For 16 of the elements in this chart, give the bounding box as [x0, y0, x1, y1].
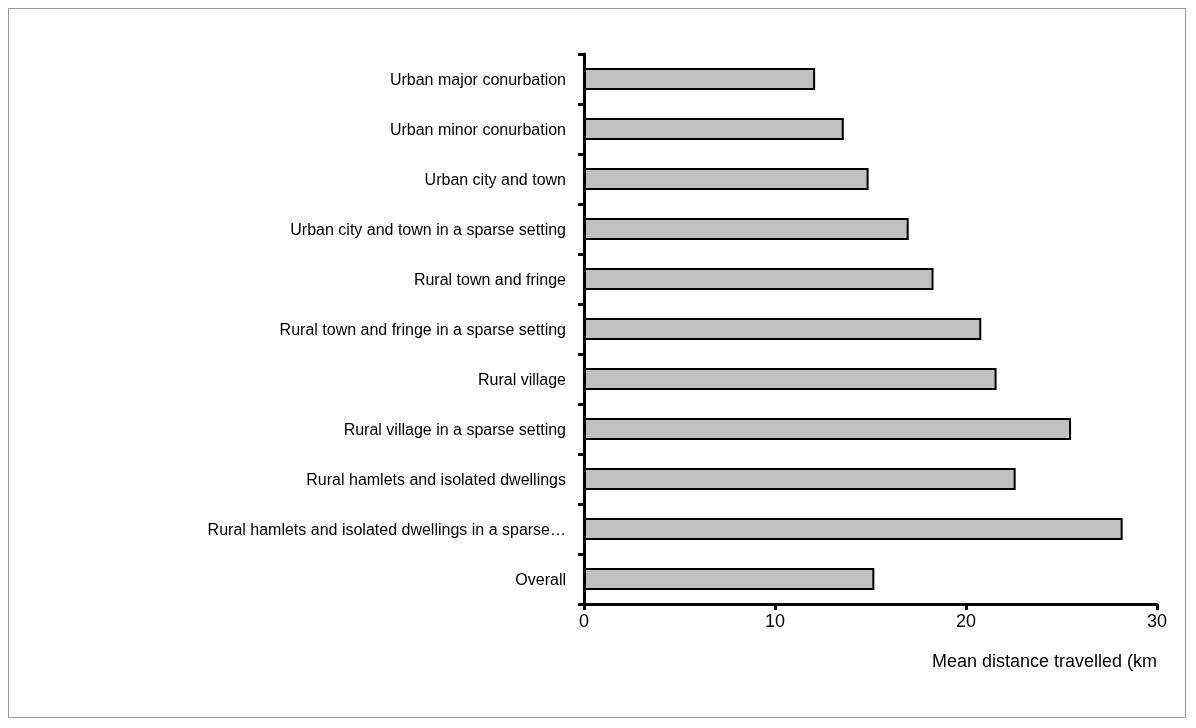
x-tick-label: 30 [1146, 611, 1168, 631]
y-tick-label: Rural village in a sparse setting [343, 420, 566, 438]
x-tick-label: 0 [578, 611, 590, 631]
y-tick-label: Urban major conurbation [389, 70, 566, 88]
y-tick-label: Rural hamlets and isolated dwellings in a sparse… [207, 520, 566, 538]
x-tick-label: 10 [764, 611, 786, 631]
y-tick-label: Urban minor conurbation [389, 120, 566, 138]
y-tick-label: Rural village [477, 370, 567, 388]
y-tick-label: Urban city and town [424, 170, 566, 188]
x-axis-title: Mean distance travelled (km [931, 651, 1157, 671]
x-tick-label: 20 [955, 611, 977, 631]
y-tick-label: Overall [515, 570, 566, 588]
y-tick-label: Urban city and town in a sparse setting [290, 220, 566, 238]
y-tick-label: Rural hamlets and isolated dwellings [306, 470, 566, 488]
y-tick-label: Rural town and fringe in a sparse setting [279, 320, 566, 338]
y-tick-label: Rural town and fringe [413, 270, 567, 288]
